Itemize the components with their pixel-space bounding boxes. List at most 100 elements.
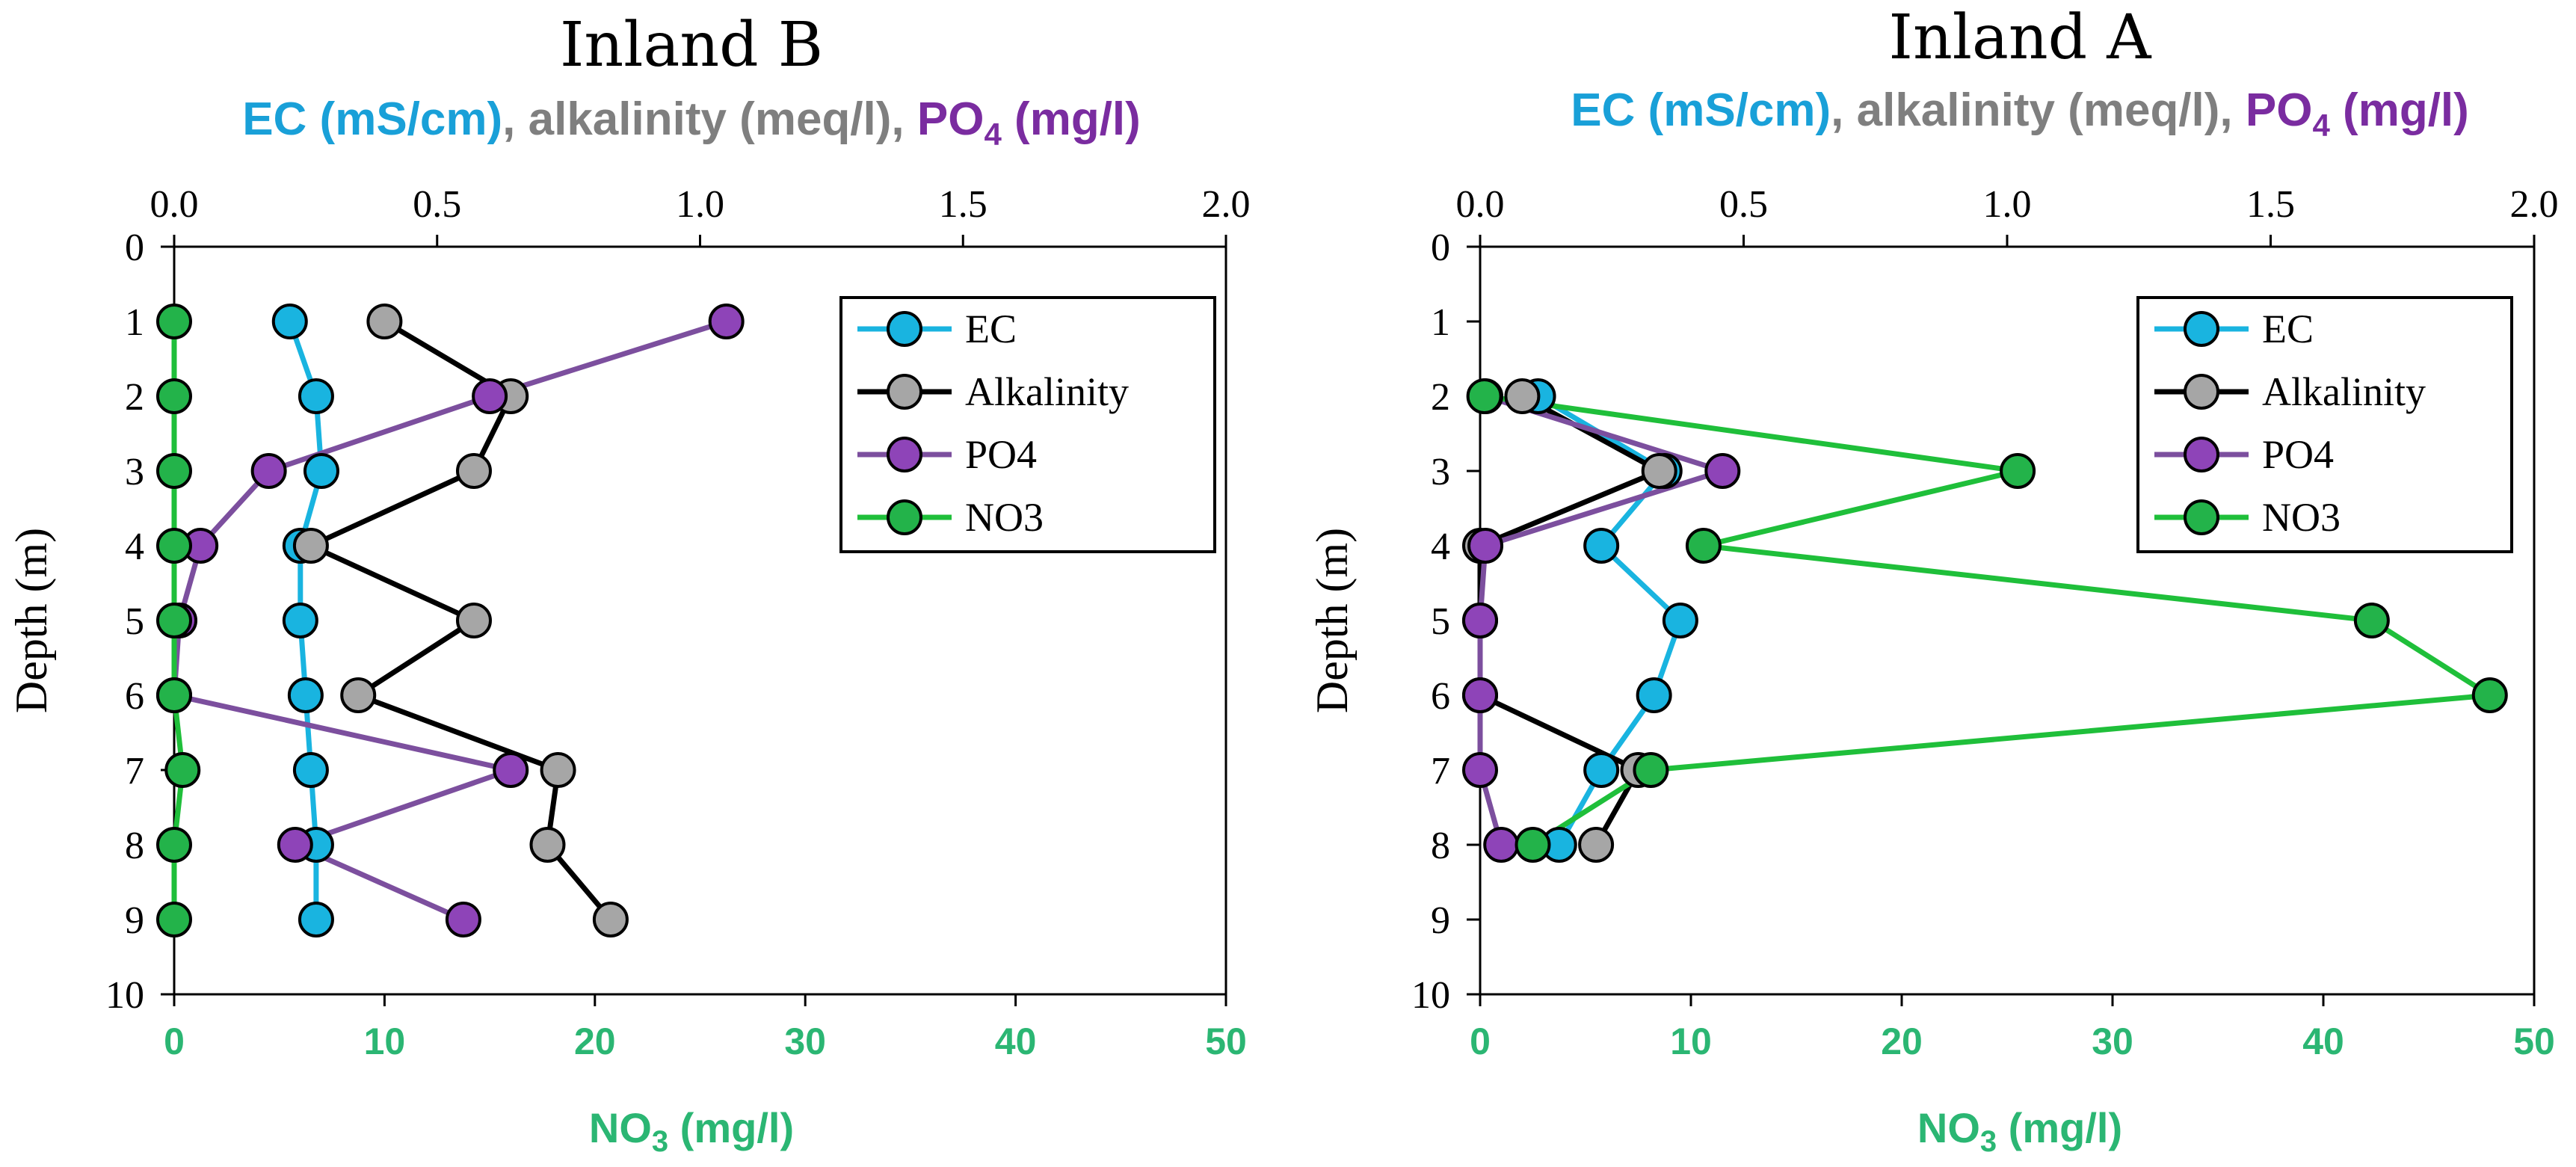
bottom-tick-label: 20 — [1881, 1020, 1923, 1062]
data-point-ec — [282, 603, 318, 638]
data-point-ec — [1583, 752, 1620, 788]
data-point-no3 — [1515, 827, 1551, 863]
legend-label-no3: NO3 — [2262, 495, 2341, 540]
bottom-axis-label-unit: (mg/l) — [1997, 1104, 2122, 1151]
plot-area: 0 1 2 3 4 5 6 7 8 9 10 0.0 0.5 1.0 1.5 2.0 0 10 20 30 40 50 — [1411, 183, 2559, 1062]
legend-marker-ec — [887, 311, 922, 347]
y-axis-label: Depth (m) — [1307, 528, 1357, 713]
y-tick-label: 2 — [1431, 376, 1450, 419]
y-tick-label: 6 — [1431, 675, 1450, 718]
y-tick-label: 7 — [125, 750, 144, 792]
data-point-alkalinity — [529, 827, 566, 863]
legend-label-alkalinity: Alkalinity — [2262, 369, 2426, 414]
data-point-alkalinity — [592, 902, 629, 937]
y-tick-label: 3 — [1431, 451, 1450, 493]
data-point-alkalinity — [366, 304, 403, 339]
legend-marker-no3 — [2184, 499, 2219, 535]
data-point-ec — [303, 453, 339, 489]
top-axis-label-ec: EC (mS/cm) — [1571, 84, 1831, 136]
data-point-no3 — [156, 453, 192, 489]
y-tick-label: 9 — [125, 899, 144, 942]
top-tick-label: 2.0 — [1202, 183, 1251, 226]
bottom-tick-label: 10 — [364, 1020, 406, 1062]
data-point-po4 — [1462, 752, 1498, 788]
y-tick-label: 1 — [1431, 301, 1450, 344]
data-point-po4 — [1462, 603, 1498, 638]
bottom-axis-label-sub: 3 — [652, 1125, 668, 1158]
data-point-ec — [1636, 677, 1672, 713]
data-point-alkalinity — [455, 603, 492, 638]
legend: EC Alkalinity PO4 NO3 — [839, 296, 1216, 553]
data-point-ec — [1583, 528, 1620, 564]
data-point-no3 — [164, 752, 201, 788]
top-tick-label: 1.5 — [939, 183, 987, 226]
bottom-axis-label-main: NO — [589, 1104, 652, 1151]
top-axis-label-sep2: , — [891, 93, 916, 145]
data-point-alkalinity — [1641, 453, 1677, 489]
data-point-po4 — [1462, 677, 1498, 713]
y-tick-label: 2 — [125, 376, 144, 419]
y-tick-label: 5 — [125, 600, 144, 643]
data-point-alkalinity — [455, 453, 492, 489]
bottom-tick-label: 40 — [995, 1020, 1037, 1062]
data-point-no3 — [1685, 528, 1722, 564]
data-point-po4 — [472, 378, 508, 414]
legend-label-po4: PO4 — [965, 432, 1037, 477]
top-tick-label: 0.5 — [1719, 183, 1768, 226]
top-tick-label: 0.0 — [1456, 183, 1505, 226]
data-point-po4 — [445, 902, 481, 937]
data-point-no3 — [156, 902, 192, 937]
top-axis-label-alk: alkalinity (meq/l) — [529, 93, 892, 145]
data-point-no3 — [2471, 677, 2508, 713]
data-point-po4 — [1483, 827, 1520, 863]
data-point-po4 — [250, 453, 287, 489]
top-axis-label-po4-sub: 4 — [2312, 108, 2330, 143]
legend-label-ec: EC — [2262, 307, 2314, 351]
data-point-no3 — [156, 827, 192, 863]
top-tick-label: 0.5 — [413, 183, 461, 226]
data-point-no3 — [156, 677, 192, 713]
legend-marker-alkalinity — [2184, 374, 2219, 410]
data-point-no3 — [156, 603, 192, 638]
data-point-alkalinity — [540, 752, 576, 788]
top-axis-label-po4-sub: 4 — [984, 117, 1002, 152]
data-point-no3 — [156, 304, 192, 339]
top-tick-label: 0.0 — [150, 183, 199, 226]
y-tick-label: 9 — [1431, 899, 1450, 942]
data-point-no3 — [2353, 603, 2390, 638]
top-axis-label-sep1: , — [1831, 84, 1856, 136]
legend: EC Alkalinity PO4 NO3 — [2136, 296, 2513, 553]
bottom-tick-label: 30 — [784, 1020, 826, 1062]
bottom-axis-label: NO3 (mg/l) — [1917, 1104, 2122, 1158]
y-tick-label: 6 — [125, 675, 144, 718]
top-axis-label-po4: PO — [2246, 84, 2313, 136]
data-point-alkalinity — [292, 528, 329, 564]
data-point-no3 — [1633, 752, 1669, 788]
y-tick-label: 3 — [125, 451, 144, 493]
y-axis-label: Depth (m) — [7, 528, 56, 713]
legend-label-no3: NO3 — [965, 495, 1044, 540]
bottom-tick-label: 10 — [1670, 1020, 1712, 1062]
chart-title: Inland A — [1889, 2, 2153, 73]
data-point-ec — [298, 378, 334, 414]
top-axis-label-sep1: , — [502, 93, 528, 145]
top-axis-label-alk: alkalinity (meq/l) — [1857, 84, 2220, 136]
data-point-ec — [292, 752, 329, 788]
y-tick-label: 0 — [125, 227, 144, 269]
bottom-tick-label: 20 — [574, 1020, 616, 1062]
legend-label-alkalinity: Alkalinity — [965, 369, 1129, 414]
data-point-no3 — [156, 528, 192, 564]
data-point-alkalinity — [1578, 827, 1615, 863]
y-tick-label: 1 — [125, 301, 144, 344]
legend-label-ec: EC — [965, 307, 1017, 351]
data-point-no3 — [2000, 453, 2036, 489]
top-axis-label-po4-unit: (mg/l) — [1002, 93, 1141, 145]
data-point-po4 — [493, 752, 529, 788]
y-tick-label: 8 — [1431, 825, 1450, 867]
top-tick-label: 1.0 — [676, 183, 724, 226]
legend-marker-ec — [2184, 311, 2219, 347]
data-point-no3 — [1466, 378, 1503, 414]
y-tick-label: 0 — [1431, 227, 1450, 269]
top-axis-label-ec: EC (mS/cm) — [242, 93, 502, 145]
data-point-po4 — [1704, 453, 1741, 489]
